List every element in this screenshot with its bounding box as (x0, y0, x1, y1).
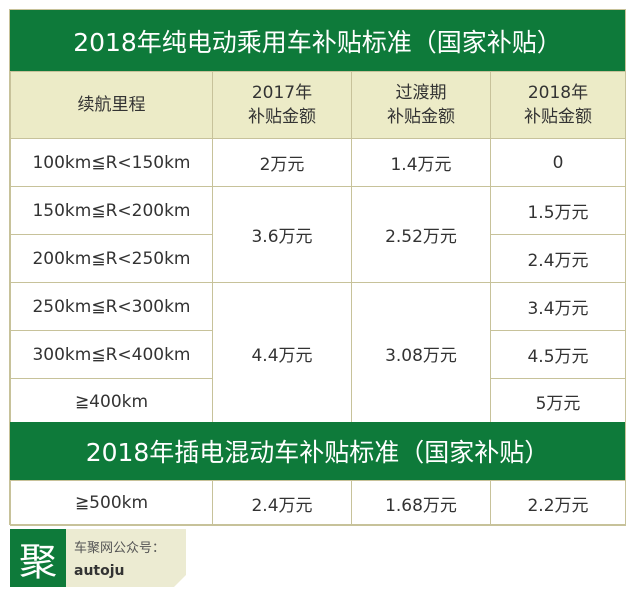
table-row: 250km≦R<300km 4.4万元 3.08万元 3.4万元 (10, 282, 626, 425)
table-row: 300km≦R<400km 4.5万元 (10, 330, 626, 379)
logo-mark: 聚 (10, 529, 66, 587)
subsidy-2018-cell: 2.4万元 (490, 234, 626, 283)
range-cell: 200km≦R<250km (10, 234, 213, 283)
header-2018: 2018年 补贴金额 (490, 71, 626, 139)
range-cell: 100km≦R<150km (10, 138, 213, 187)
subsidy-2018-cell: 5万元 (490, 378, 626, 425)
subsidy-transition-cell: 1.68万元 (351, 480, 491, 526)
subsidy-2018-cell: 3.4万元 (490, 282, 626, 331)
subsidy-2018-cell: 2.2万元 (490, 480, 626, 526)
bev-subsidy-table: 续航里程 2017年 补贴金额 过渡期 补贴金额 2018年 补贴金额 100k… (10, 71, 626, 425)
phev-subsidy-table: ≧500km 2.4万元 1.68万元 2.2万元 (10, 480, 626, 526)
range-cell: ≧500km (10, 480, 213, 526)
range-cell: 150km≦R<200km (10, 186, 213, 235)
bev-title-banner: 2018年纯电动乘用车补贴标准（国家补贴） (10, 10, 625, 71)
subsidy-transition-cell: 1.4万元 (351, 138, 491, 187)
phev-title-banner: 2018年插电混动车补贴标准（国家补贴） (10, 422, 625, 480)
header-range: 续航里程 (10, 71, 213, 139)
logo-corner-fold (174, 575, 186, 587)
header-2017-line1: 2017年 (251, 83, 313, 103)
subsidy-2017-cell: 2.4万元 (212, 480, 352, 526)
account-id: autoju (74, 563, 125, 579)
subsidy-2018-cell: 4.5万元 (490, 330, 626, 379)
table-row: 100km≦R<150km 2万元 1.4万元 0 (10, 138, 626, 187)
subsidy-transition-cell: 2.52万元 (351, 186, 491, 283)
subsidy-2018-cell: 1.5万元 (490, 186, 626, 235)
header-2018-line1: 2018年 (527, 83, 589, 103)
range-cell: ≧400km (10, 378, 213, 425)
subsidy-2017-cell: 3.6万元 (212, 186, 352, 283)
header-2017: 2017年 补贴金额 (212, 71, 352, 139)
table-header-row: 续航里程 2017年 补贴金额 过渡期 补贴金额 2018年 补贴金额 (10, 71, 626, 139)
bev-title: 2018年纯电动乘用车补贴标准（国家补贴） (73, 27, 562, 57)
range-cell: 300km≦R<400km (10, 330, 213, 379)
phev-title: 2018年插电混动车补贴标准（国家补贴） (85, 438, 550, 467)
brand-logo: 聚 车聚网公众号： autoju (10, 529, 186, 587)
header-2017-line2: 补贴金额 (248, 107, 316, 127)
subsidy-2018-cell: 0 (490, 138, 626, 187)
table-row: 200km≦R<250km 2.4万元 (10, 234, 626, 283)
header-2018-line2: 补贴金额 (524, 107, 592, 127)
range-cell: 250km≦R<300km (10, 282, 213, 331)
subsidy-2017-cell: 2万元 (212, 138, 352, 187)
subsidy-2017-cell: 4.4万元 (212, 282, 352, 425)
header-transition-line1: 过渡期 (395, 83, 447, 103)
header-transition-line2: 补贴金额 (387, 107, 455, 127)
account-label: 车聚网公众号： (74, 541, 166, 556)
subsidy-transition-cell: 3.08万元 (351, 282, 491, 425)
table-row: ≧500km 2.4万元 1.68万元 2.2万元 (10, 480, 626, 526)
header-transition: 过渡期 补贴金额 (351, 71, 491, 139)
table-row: 150km≦R<200km 3.6万元 2.52万元 1.5万元 (10, 186, 626, 283)
